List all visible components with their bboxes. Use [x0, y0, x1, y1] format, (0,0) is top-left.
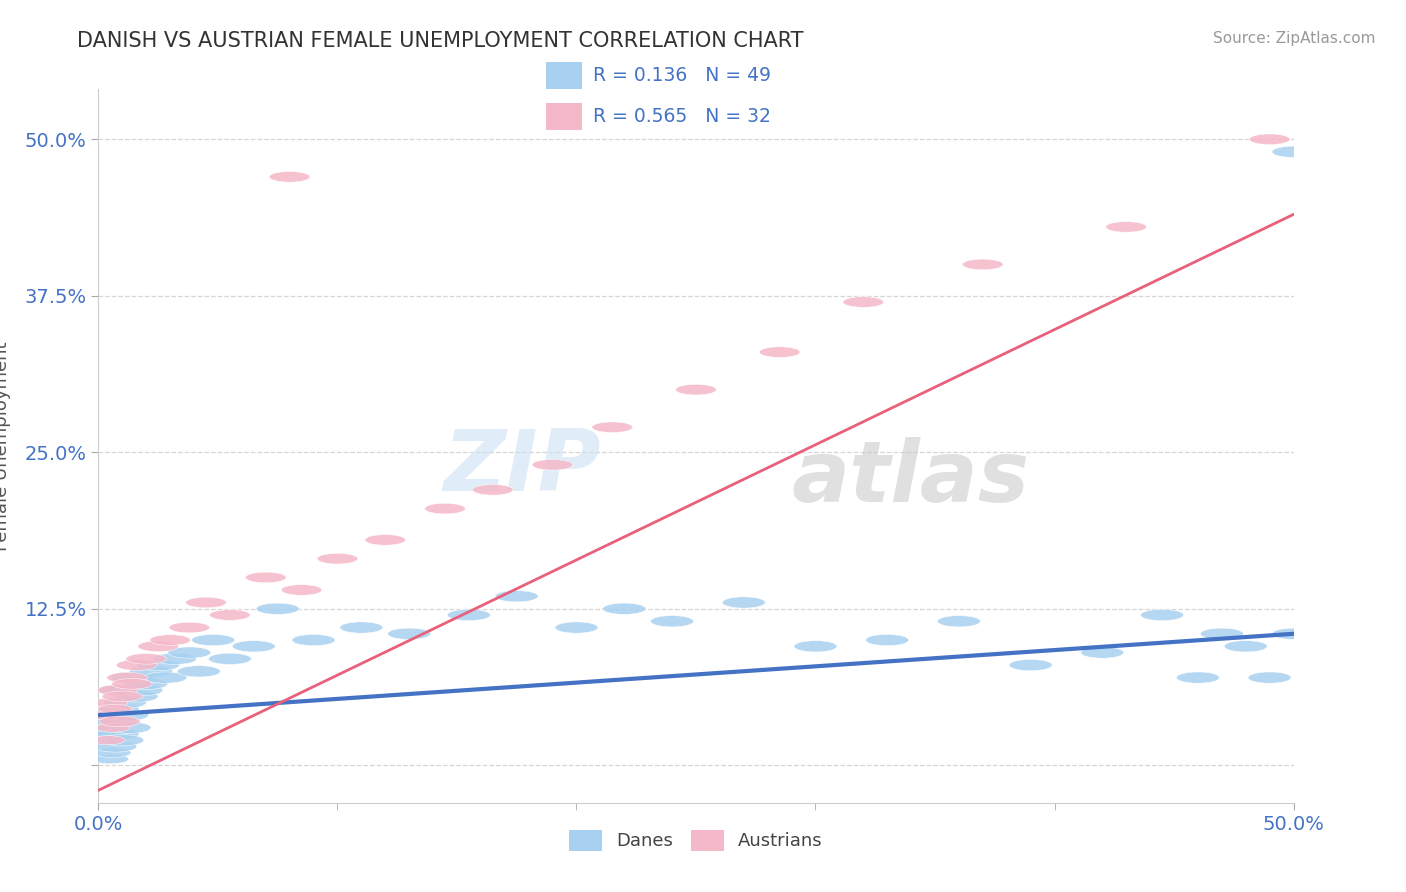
- Ellipse shape: [208, 653, 252, 665]
- Ellipse shape: [103, 697, 146, 708]
- Ellipse shape: [232, 640, 276, 652]
- Ellipse shape: [111, 679, 152, 690]
- Ellipse shape: [1140, 609, 1184, 621]
- Ellipse shape: [94, 747, 131, 757]
- Ellipse shape: [246, 572, 285, 582]
- Ellipse shape: [759, 347, 800, 358]
- Text: DANISH VS AUSTRIAN FEMALE UNEMPLOYMENT CORRELATION CHART: DANISH VS AUSTRIAN FEMALE UNEMPLOYMENT C…: [77, 31, 804, 51]
- Ellipse shape: [169, 623, 209, 632]
- Ellipse shape: [1177, 672, 1219, 683]
- Ellipse shape: [77, 720, 129, 736]
- Ellipse shape: [1010, 659, 1052, 671]
- Ellipse shape: [963, 260, 1002, 269]
- Ellipse shape: [1250, 134, 1289, 145]
- Ellipse shape: [533, 459, 572, 470]
- Ellipse shape: [844, 297, 883, 308]
- Ellipse shape: [97, 685, 138, 696]
- Ellipse shape: [150, 635, 190, 646]
- Ellipse shape: [938, 615, 980, 627]
- Ellipse shape: [96, 723, 129, 732]
- Ellipse shape: [108, 722, 150, 733]
- Ellipse shape: [103, 691, 142, 702]
- Ellipse shape: [1272, 146, 1315, 157]
- Ellipse shape: [256, 603, 299, 615]
- Ellipse shape: [167, 647, 211, 658]
- Ellipse shape: [177, 665, 221, 677]
- Ellipse shape: [425, 503, 465, 514]
- Ellipse shape: [107, 673, 148, 683]
- Ellipse shape: [94, 741, 136, 752]
- Ellipse shape: [82, 707, 129, 723]
- Ellipse shape: [1201, 628, 1243, 640]
- Text: Source: ZipAtlas.com: Source: ZipAtlas.com: [1212, 31, 1375, 46]
- Ellipse shape: [388, 628, 430, 640]
- Y-axis label: Female Unemployment: Female Unemployment: [0, 342, 11, 550]
- Ellipse shape: [366, 534, 405, 545]
- Ellipse shape: [111, 672, 153, 683]
- Ellipse shape: [91, 755, 129, 764]
- FancyBboxPatch shape: [546, 103, 582, 130]
- Ellipse shape: [129, 665, 173, 677]
- Ellipse shape: [447, 609, 491, 621]
- Ellipse shape: [96, 728, 139, 739]
- Ellipse shape: [153, 653, 197, 665]
- Ellipse shape: [125, 678, 167, 690]
- Text: ZIP: ZIP: [443, 425, 600, 509]
- Text: R = 0.565   N = 32: R = 0.565 N = 32: [593, 107, 772, 126]
- Ellipse shape: [143, 672, 187, 683]
- Ellipse shape: [292, 634, 335, 646]
- Ellipse shape: [209, 610, 250, 620]
- Ellipse shape: [91, 723, 129, 732]
- Ellipse shape: [794, 640, 837, 652]
- Ellipse shape: [98, 684, 142, 696]
- Ellipse shape: [555, 622, 598, 633]
- Ellipse shape: [136, 659, 180, 671]
- Ellipse shape: [186, 597, 226, 607]
- Ellipse shape: [603, 603, 645, 615]
- Ellipse shape: [115, 690, 159, 702]
- Ellipse shape: [98, 705, 132, 714]
- Ellipse shape: [472, 484, 513, 495]
- Ellipse shape: [127, 654, 166, 665]
- Ellipse shape: [866, 634, 908, 646]
- Text: atlas: atlas: [792, 436, 1029, 520]
- Ellipse shape: [270, 171, 309, 182]
- Ellipse shape: [82, 708, 125, 722]
- Ellipse shape: [100, 716, 141, 727]
- Ellipse shape: [91, 736, 125, 745]
- Ellipse shape: [101, 735, 143, 746]
- Ellipse shape: [120, 684, 163, 696]
- Ellipse shape: [723, 597, 765, 608]
- Ellipse shape: [340, 622, 382, 633]
- Ellipse shape: [1249, 672, 1291, 683]
- Ellipse shape: [592, 422, 633, 433]
- Ellipse shape: [651, 615, 693, 627]
- Ellipse shape: [1225, 640, 1267, 652]
- Ellipse shape: [117, 660, 157, 671]
- Ellipse shape: [495, 591, 538, 602]
- Ellipse shape: [191, 634, 235, 646]
- Ellipse shape: [93, 698, 128, 707]
- Ellipse shape: [318, 553, 357, 564]
- Legend: Danes, Austrians: Danes, Austrians: [562, 822, 830, 858]
- Ellipse shape: [138, 641, 179, 652]
- Ellipse shape: [94, 715, 136, 727]
- Ellipse shape: [87, 710, 124, 720]
- Ellipse shape: [1107, 221, 1146, 232]
- Ellipse shape: [1081, 647, 1123, 658]
- Ellipse shape: [89, 711, 122, 720]
- Ellipse shape: [105, 709, 149, 721]
- Ellipse shape: [1272, 628, 1315, 640]
- FancyBboxPatch shape: [546, 62, 582, 89]
- Ellipse shape: [96, 703, 139, 714]
- Ellipse shape: [90, 735, 127, 745]
- Ellipse shape: [676, 384, 716, 395]
- Ellipse shape: [281, 584, 322, 595]
- Text: R = 0.136   N = 49: R = 0.136 N = 49: [593, 66, 772, 85]
